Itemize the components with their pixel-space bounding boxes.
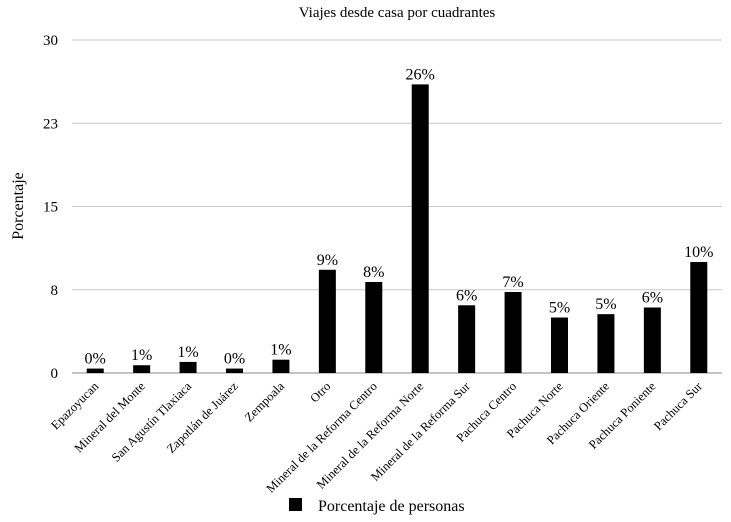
data-label: 5% <box>595 296 616 313</box>
bars <box>86 84 708 374</box>
data-label: 5% <box>549 300 570 317</box>
y-axis-label: Porcentaje <box>10 172 27 240</box>
x-tick-label: Otro <box>307 379 333 405</box>
bar <box>458 305 476 373</box>
data-label: 9% <box>317 252 338 269</box>
bar <box>318 269 336 373</box>
data-label: 1% <box>131 347 152 364</box>
x-tick-label: San Agustín Tlaxiaca <box>109 379 195 465</box>
bar <box>551 317 568 373</box>
bar <box>365 281 383 373</box>
data-label: 6% <box>456 287 477 304</box>
legend: Porcentaje de personas <box>289 498 465 515</box>
y-tick-labels: 0 8 15 23 30 <box>43 33 58 382</box>
legend-swatch <box>289 498 302 511</box>
bar <box>133 365 151 373</box>
bar <box>179 361 197 373</box>
data-label: 10% <box>684 244 713 261</box>
bar <box>411 84 429 374</box>
bar <box>272 359 290 373</box>
y-tick-label: 30 <box>43 33 58 49</box>
y-tick-label: 8 <box>51 283 59 299</box>
bar <box>643 307 661 373</box>
y-tick-label: 15 <box>43 200 58 216</box>
bar <box>226 368 243 373</box>
gridlines <box>72 39 722 374</box>
data-label: 0% <box>85 351 106 368</box>
data-label: 0% <box>224 351 245 368</box>
x-tick-label: Zempoala <box>242 379 288 425</box>
data-label: 8% <box>363 264 384 281</box>
data-label: 1% <box>270 342 291 359</box>
chart-title: Viajes desde casa por cuadrantes <box>299 5 496 21</box>
bar <box>690 262 708 373</box>
x-tick-label: Pachuca Sur <box>651 379 705 433</box>
data-labels: 0% 1% 1% 0% 1% 9% 8% 26% 6% 7% 5% 5% 6% 10% <box>85 66 714 367</box>
y-tick-label: 0 <box>51 366 59 382</box>
bar <box>504 291 522 373</box>
data-label: 1% <box>177 344 198 361</box>
bar <box>86 368 104 373</box>
bar <box>597 314 615 373</box>
y-tick-label: 23 <box>43 116 58 132</box>
data-label: 6% <box>642 290 663 307</box>
data-label: 26% <box>406 66 435 83</box>
legend-label: Porcentaje de personas <box>318 498 465 515</box>
data-label: 7% <box>502 274 523 291</box>
